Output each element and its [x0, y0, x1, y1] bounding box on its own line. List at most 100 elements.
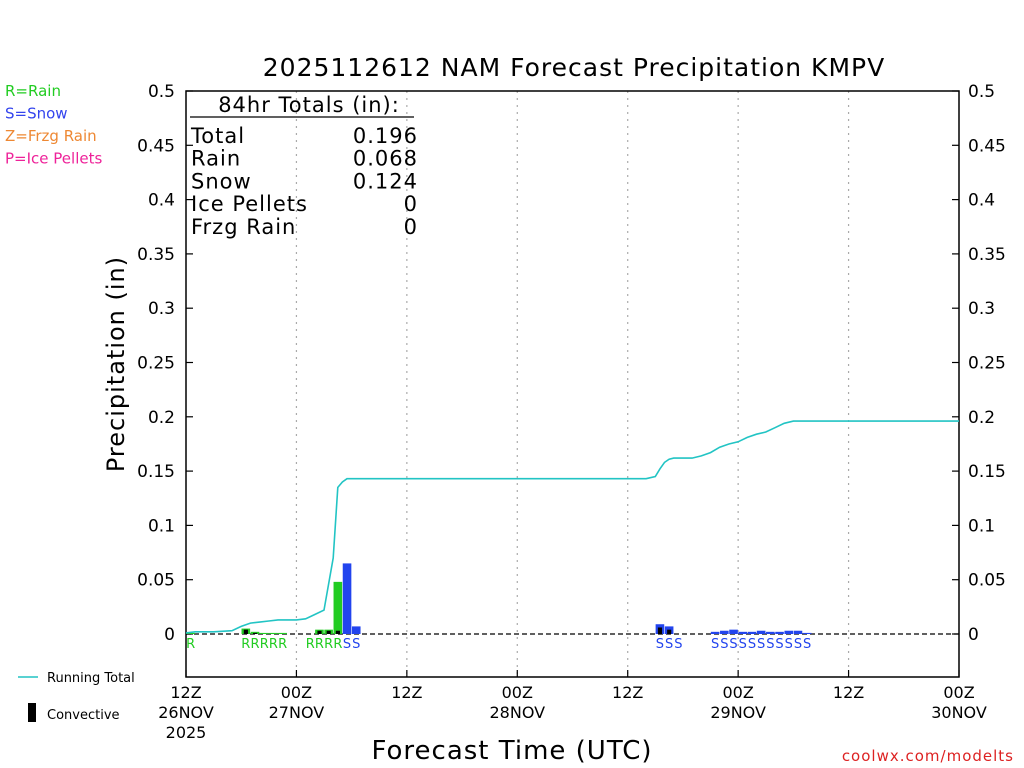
- totals-row-value: 0: [404, 215, 418, 239]
- precip-type-letter: S: [739, 637, 747, 652]
- y-tick-label-left: 0.35: [137, 245, 175, 265]
- y-tick-label-right: 0.05: [968, 571, 1006, 591]
- totals-row-label: Frzg Rain: [191, 215, 296, 239]
- x-tick-date: 27NOV: [269, 703, 325, 722]
- totals-row-label: Ice Pellets: [191, 192, 308, 216]
- precip-bar-snow: [720, 630, 729, 634]
- convective-bar: [243, 629, 248, 634]
- precip-type-letter: S: [720, 637, 728, 652]
- x-tick-label: 12Z: [612, 683, 643, 702]
- totals-row-value: 0.068: [353, 147, 418, 171]
- precip-bar-snow: [766, 631, 775, 634]
- y-tick-label-left: 0.05: [137, 571, 175, 591]
- precip-bar-snow: [784, 630, 794, 634]
- x-tick-date: 29NOV: [710, 703, 766, 722]
- y-tick-label-left: 0.15: [137, 462, 175, 482]
- y-tick-label-right: 0.4: [968, 191, 995, 211]
- convective-bar: [253, 632, 258, 634]
- y-tick-label-right: 0.2: [968, 408, 995, 428]
- precip-bar-snow: [738, 631, 748, 634]
- y-tick-label-right: 0.15: [968, 462, 1006, 482]
- convective-legend-swatch: [28, 703, 36, 722]
- y-tick-label-right: 0.25: [968, 354, 1006, 374]
- totals-row-label: Rain: [191, 147, 241, 171]
- y-tick-label-left: 0: [164, 625, 175, 645]
- y-tick-label-right: 0.3: [968, 299, 995, 319]
- legend-entry-3: P=Ice Pellets: [5, 150, 102, 168]
- convective-legend-label: Convective: [47, 708, 120, 723]
- precip-bar-snow: [747, 631, 757, 634]
- chart-title: 2025112612 NAM Forecast Precipitation KM…: [263, 53, 885, 82]
- running-total-legend-label: Running Total: [47, 671, 135, 686]
- totals-row-label: Snow: [191, 169, 252, 193]
- precip-type-letter: S: [794, 637, 802, 652]
- precip-type-letter: S: [665, 637, 673, 652]
- precip-type-letter: S: [711, 637, 719, 652]
- x-tick-date: 26NOV: [158, 703, 214, 722]
- precip-bar-snow: [351, 626, 361, 634]
- precip-type-letter: R: [260, 637, 269, 652]
- precip-bar-snow: [756, 630, 766, 634]
- totals-row-value: 0.124: [353, 169, 418, 193]
- precip-type-letter: S: [775, 637, 783, 652]
- convective-bar: [667, 629, 672, 634]
- x-tick-label: 00Z: [943, 683, 974, 702]
- totals-row-value: 0.196: [353, 124, 418, 148]
- precip-type-letter: S: [729, 637, 737, 652]
- precip-type-letter: R: [333, 637, 342, 652]
- y-tick-label-left: 0.1: [148, 516, 175, 536]
- running-total-layer: [185, 420, 959, 634]
- y-axis-left: 0.5 0.45 0.4 0.35 0.3 0.25 0.2 0.15 0.1 0.05 0: [137, 82, 193, 645]
- precip-type-letter: R: [324, 637, 333, 652]
- precip-type-letter: R: [306, 637, 315, 652]
- precip-bar-snow: [729, 629, 738, 634]
- y-tick-label-left: 0.3: [148, 299, 175, 319]
- x-tick-label: 00Z: [722, 683, 753, 702]
- x-tick-label: 12Z: [170, 683, 201, 702]
- precip-bar-rain: [269, 632, 278, 634]
- convective-bar: [335, 630, 340, 634]
- precip-bar-snow: [710, 631, 720, 634]
- precip-bar-snow: [342, 563, 352, 634]
- plot-frame: [185, 90, 960, 678]
- precip-bar-snow: [793, 630, 803, 634]
- precip-bar-rain: [259, 632, 269, 634]
- precip-bars: [186, 563, 812, 634]
- totals-row-label: Total: [190, 124, 245, 148]
- y-tick-label-right: 0.1: [968, 516, 995, 536]
- y-tick-label-right: 0.5: [968, 82, 995, 102]
- x-tick-label: 12Z: [833, 683, 864, 702]
- y-axis-title: Precipitation (in): [102, 256, 130, 472]
- x-tick-date: 30NOV: [931, 703, 987, 722]
- precip-bar-rain: [186, 632, 195, 634]
- y-tick-label-left: 0.45: [137, 136, 175, 156]
- precip-type-letter: S: [757, 637, 765, 652]
- precip-type-letter: R: [241, 637, 250, 652]
- precip-type-letter: S: [656, 637, 664, 652]
- convective-bar: [657, 627, 663, 634]
- y-tick-label-left: 0.2: [148, 408, 175, 428]
- legend-entry-2: Z=Frzg Rain: [5, 127, 97, 145]
- precip-type-letter: R: [315, 637, 324, 652]
- precip-bar-snow: [802, 632, 812, 634]
- precip-type-legend: R=Rain S=Snow Z=Frzg Rain P=Ice Pellets: [5, 82, 102, 168]
- convective-bar: [317, 630, 322, 634]
- totals-box: 84hr Totals (in): Total 0.196 Rain 0.068 Sno…: [190, 93, 418, 239]
- y-tick-label-right: 0.45: [968, 136, 1006, 156]
- precip-type-letter: R: [250, 637, 259, 652]
- precip-type-letter: R: [278, 637, 287, 652]
- x-tick-year: 2025: [166, 723, 207, 742]
- x-tick-label: 12Z: [391, 683, 422, 702]
- precip-type-letter: S: [352, 637, 360, 652]
- precip-type-letter: R: [186, 637, 195, 652]
- x-tick-label: 00Z: [281, 683, 312, 702]
- totals-heading: 84hr Totals (in):: [218, 93, 400, 117]
- precip-bar-snow: [775, 631, 784, 634]
- running-total-line: [185, 420, 959, 634]
- precip-type-letter: S: [766, 637, 774, 652]
- totals-row-value: 0: [404, 192, 418, 216]
- precip-bar-rain: [333, 581, 343, 634]
- y-tick-label-left: 0.4: [148, 191, 175, 211]
